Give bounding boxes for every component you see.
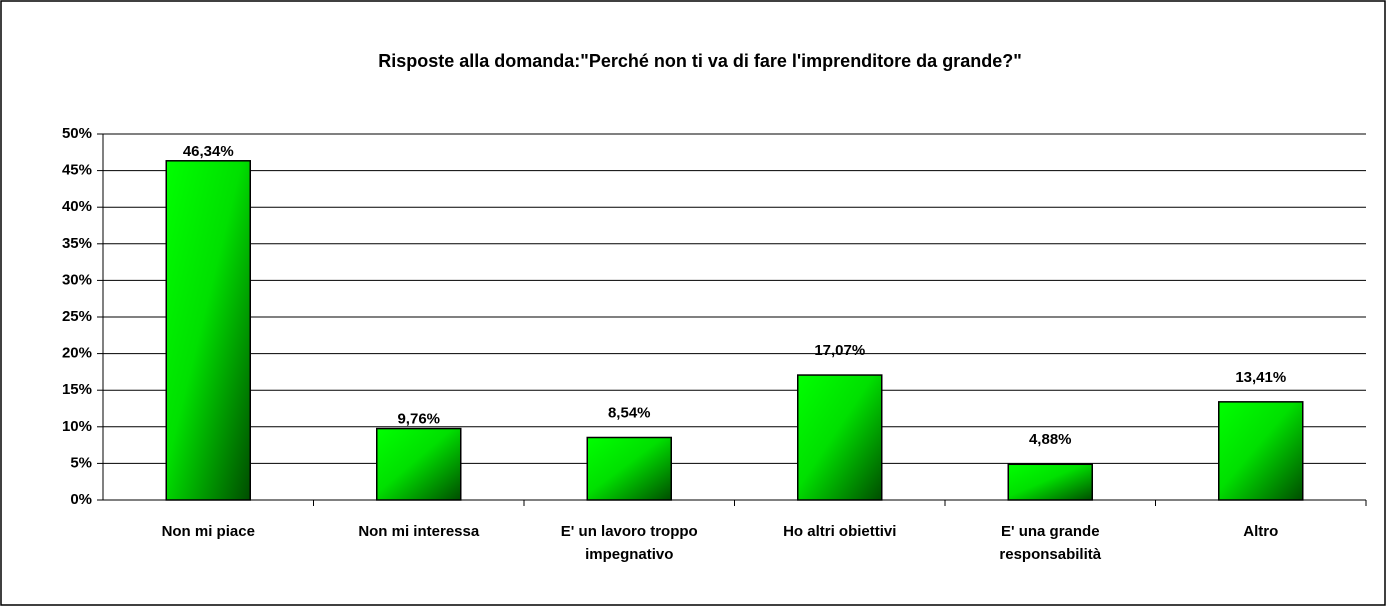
data-label: 17,07% bbox=[814, 342, 865, 359]
y-tick-label: 45% bbox=[62, 162, 92, 179]
bar bbox=[797, 374, 883, 501]
x-tick-label: E' una grande responsabilità bbox=[999, 523, 1102, 563]
data-label: 8,54% bbox=[608, 404, 651, 421]
data-label: 13,41% bbox=[1235, 369, 1286, 386]
bar bbox=[165, 160, 251, 501]
y-tick-label: 40% bbox=[62, 198, 92, 215]
x-tick-label: Non mi piace bbox=[161, 523, 255, 540]
x-tick-label: E' un lavoro troppo impegnativo bbox=[560, 523, 698, 563]
y-tick-label: 30% bbox=[62, 271, 92, 288]
x-tick-label: Altro bbox=[1243, 523, 1279, 540]
y-tick-label: 5% bbox=[70, 454, 92, 471]
y-tick-label: 25% bbox=[62, 308, 92, 325]
y-tick-label: 0% bbox=[70, 491, 92, 508]
bar bbox=[586, 436, 672, 501]
chart-title: Risposte alla domanda:"Perché non ti va … bbox=[378, 51, 1021, 71]
x-tick-label: Non mi interessa bbox=[358, 523, 480, 540]
data-label: 9,76% bbox=[397, 411, 440, 428]
data-label: 4,88% bbox=[1029, 431, 1072, 448]
x-tick-label: Ho altri obiettivi bbox=[783, 523, 897, 540]
y-tick-label: 20% bbox=[62, 345, 92, 362]
y-tick-label: 35% bbox=[62, 235, 92, 252]
bar bbox=[1007, 463, 1093, 501]
bar bbox=[1218, 401, 1304, 501]
y-tick-label: 50% bbox=[62, 125, 92, 142]
y-tick-label: 10% bbox=[62, 418, 92, 435]
y-tick-label: 15% bbox=[62, 381, 92, 398]
data-label: 46,34% bbox=[183, 143, 234, 160]
bar bbox=[376, 427, 462, 501]
